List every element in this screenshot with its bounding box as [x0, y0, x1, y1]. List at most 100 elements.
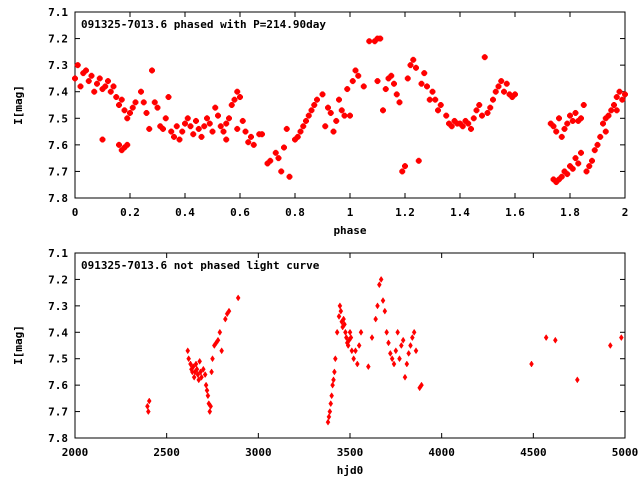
data-point	[332, 368, 337, 376]
y-tick-label: 7.8	[48, 432, 68, 445]
data-point	[85, 78, 92, 85]
data-point	[407, 62, 414, 69]
data-point	[349, 347, 355, 355]
data-point	[330, 381, 335, 389]
data-point	[226, 307, 232, 315]
unphased-light-curve-plot: 2000 2500 3000 3500 4000 4500 5000 7.1 7.2 7.3 7.4…	[12, 247, 638, 477]
data-point	[228, 102, 235, 108]
data-point	[173, 123, 180, 130]
data-point	[408, 342, 413, 349]
data-point	[366, 363, 371, 371]
data-point	[613, 107, 620, 114]
data-point	[188, 360, 193, 368]
x-tick-label: 1.8	[560, 206, 580, 219]
data-point	[391, 360, 397, 368]
data-point	[198, 133, 205, 140]
data-point	[305, 112, 312, 119]
data-point	[397, 355, 402, 363]
data-point	[325, 104, 331, 111]
data-point	[160, 125, 166, 132]
data-point	[185, 347, 191, 355]
data-point	[113, 94, 120, 101]
data-point	[487, 104, 494, 111]
data-point	[564, 120, 571, 127]
data-point	[195, 125, 202, 132]
data-point	[234, 125, 241, 132]
data-point	[569, 117, 576, 124]
y-tick-label: 7.1	[48, 247, 68, 260]
data-point	[201, 365, 206, 373]
data-point	[349, 78, 356, 85]
data-point	[319, 91, 326, 98]
y-tick-label: 7.7	[48, 406, 68, 419]
data-point	[259, 131, 265, 138]
data-point	[127, 109, 133, 116]
data-point	[342, 320, 347, 328]
data-point	[389, 355, 395, 363]
data-point	[402, 373, 408, 381]
y-tick-label: 7.5	[48, 353, 68, 366]
data-point	[360, 83, 367, 90]
data-point	[209, 128, 216, 135]
chart-title: 091325-7013.6 phased with P=214.90day	[81, 18, 326, 31]
data-point	[207, 408, 213, 416]
data-point	[116, 141, 122, 148]
data-point	[375, 302, 380, 310]
data-point	[355, 360, 360, 368]
data-point	[553, 336, 558, 344]
data-point	[421, 70, 428, 77]
data-point	[473, 107, 480, 114]
data-point	[391, 80, 397, 87]
data-point	[578, 149, 584, 156]
data-point	[215, 336, 221, 344]
data-point	[314, 96, 320, 103]
x-tick-label: 3500	[337, 446, 364, 459]
data-point	[334, 328, 340, 336]
y-tick-label: 7.2	[48, 33, 68, 46]
data-point	[208, 402, 213, 410]
data-point	[96, 75, 103, 82]
data-point	[294, 133, 301, 140]
data-point	[602, 115, 609, 122]
data-point	[355, 72, 362, 79]
data-point	[435, 107, 441, 114]
y-tick-label: 7.6	[48, 379, 68, 392]
data-point	[388, 72, 395, 79]
data-point	[116, 102, 122, 108]
data-point	[217, 123, 224, 130]
data-point	[146, 408, 151, 416]
data-point	[102, 83, 109, 90]
data-point	[328, 400, 334, 408]
data-point	[201, 123, 208, 130]
data-point	[353, 347, 358, 355]
data-point	[512, 91, 518, 98]
data-point	[479, 112, 485, 119]
data-point	[154, 104, 161, 111]
data-point	[223, 136, 230, 143]
data-point	[250, 141, 257, 148]
data-point	[145, 402, 150, 410]
x-tick-label: 4000	[428, 446, 455, 459]
data-point	[110, 83, 117, 90]
data-point	[374, 78, 381, 85]
data-point	[600, 120, 606, 127]
data-point	[176, 136, 183, 143]
data-point	[343, 328, 348, 336]
x-tick-label: 0.4	[175, 206, 195, 219]
data-point	[404, 360, 410, 368]
data-point	[193, 117, 199, 124]
data-point	[191, 373, 197, 381]
data-point	[165, 94, 172, 101]
data-point	[608, 107, 615, 114]
data-point	[281, 144, 287, 151]
data-point	[352, 67, 359, 74]
data-point	[348, 334, 354, 342]
data-point	[107, 88, 114, 95]
data-point	[146, 125, 153, 132]
data-point	[325, 418, 331, 426]
data-point	[481, 54, 488, 61]
data-point	[193, 360, 199, 368]
y-tick-label: 7.1	[48, 6, 68, 19]
data-point	[619, 96, 626, 103]
data-point	[341, 315, 346, 323]
